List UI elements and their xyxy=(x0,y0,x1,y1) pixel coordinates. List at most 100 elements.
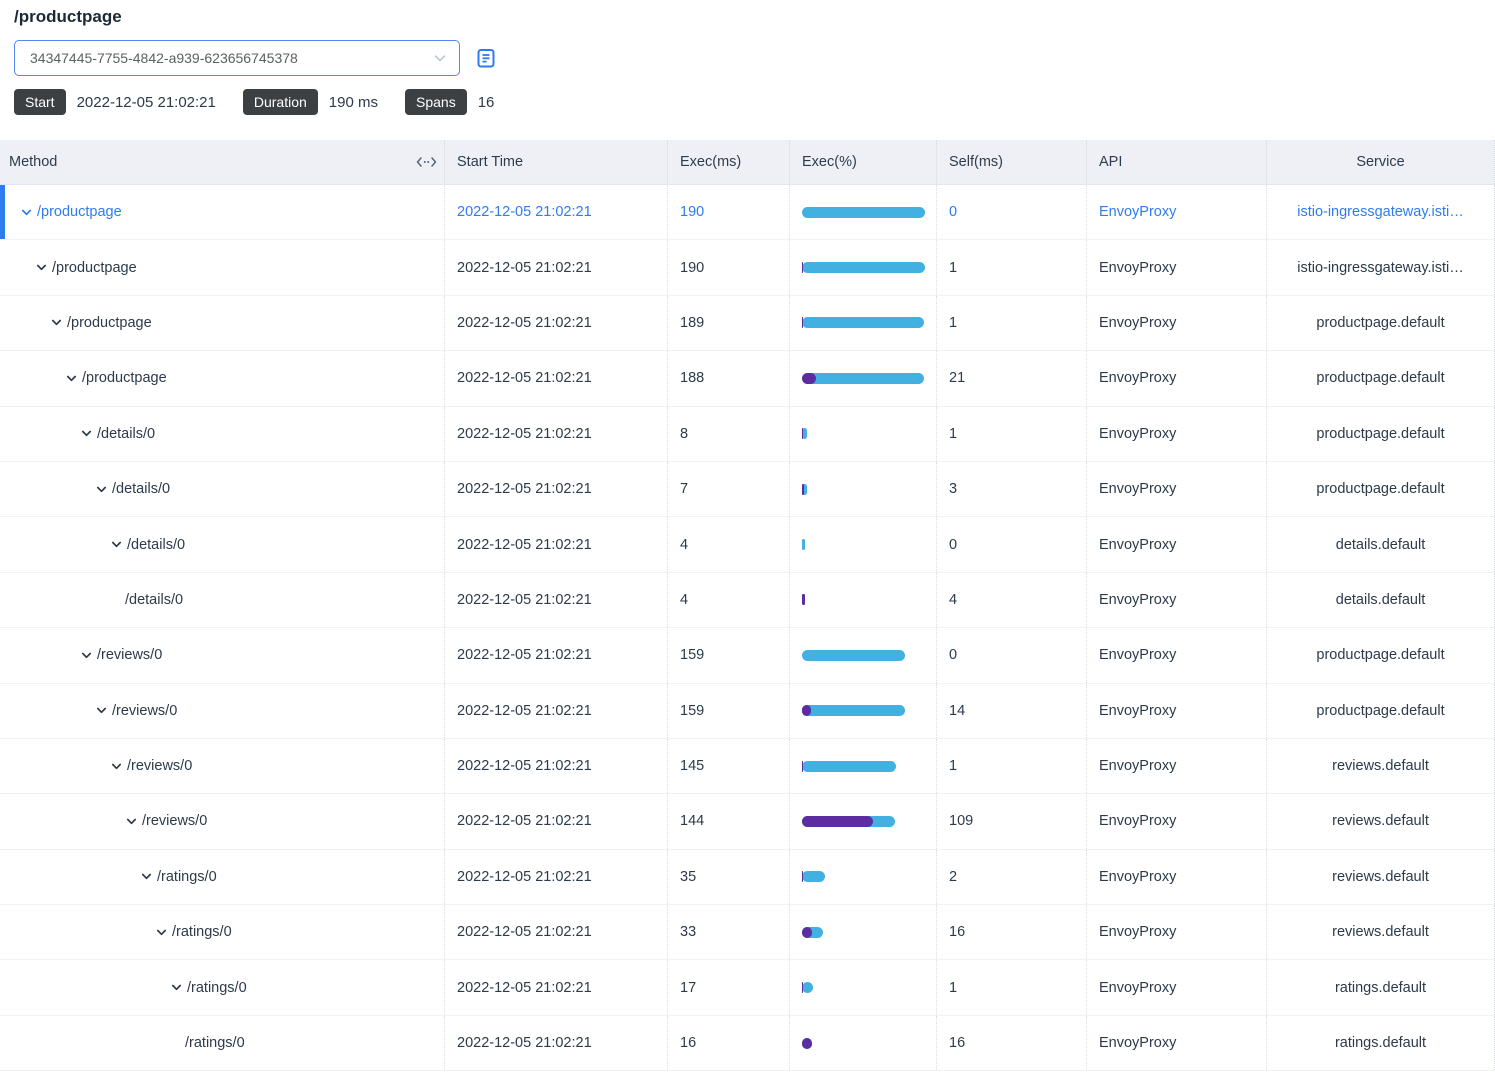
span-method-cell[interactable]: /productpage xyxy=(0,351,445,406)
expand-chevron-down-icon[interactable] xyxy=(65,372,78,385)
span-exec-pct-cell xyxy=(790,351,937,406)
exec-percent-bar xyxy=(802,206,925,218)
span-method-cell[interactable]: /productpage xyxy=(0,295,445,351)
table-row[interactable]: /productpage 2022-12-05 21:02:21 190 0 Envoy… xyxy=(0,185,1495,241)
span-self-ms: 2 xyxy=(937,849,1087,905)
span-self-ms: 0 xyxy=(937,628,1087,683)
span-method-label: /ratings/0 xyxy=(172,924,232,941)
table-row[interactable]: /reviews/0 2022-12-05 21:02:21 145 1 EnvoyPr… xyxy=(0,738,1495,795)
span-exec-pct-cell xyxy=(790,185,937,240)
expand-chevron-down-icon[interactable] xyxy=(110,760,123,773)
span-api: EnvoyProxy xyxy=(1087,849,1267,905)
span-exec-pct-cell xyxy=(790,683,937,738)
table-row[interactable]: /reviews/0 2022-12-05 21:02:21 159 14 EnvoyP… xyxy=(0,683,1495,739)
expand-chevron-down-icon[interactable] xyxy=(95,704,108,717)
self-time-bar-segment xyxy=(802,926,813,938)
span-method-cell[interactable]: /productpage xyxy=(0,185,445,240)
table-row[interactable]: /productpage 2022-12-05 21:02:21 190 1 Envoy… xyxy=(0,240,1495,296)
span-method-cell[interactable]: /reviews/0 xyxy=(0,794,445,849)
span-self-ms: 1 xyxy=(937,240,1087,295)
span-method-label: /reviews/0 xyxy=(97,647,163,664)
expand-chevron-down-icon[interactable] xyxy=(80,427,93,440)
table-row[interactable]: /productpage 2022-12-05 21:02:21 189 1 Envoy… xyxy=(0,295,1495,352)
trace-id-select[interactable]: 34347445-7755-4842-a939-623656745378 xyxy=(14,40,460,76)
expand-chevron-down-icon[interactable] xyxy=(20,206,33,219)
expand-chevron-down-icon[interactable] xyxy=(140,870,153,883)
span-tree-table: Method Start Time Exec(ms) Exec(%) Self(… xyxy=(0,140,1495,1072)
self-time-bar-segment xyxy=(802,483,804,495)
span-api: EnvoyProxy xyxy=(1087,794,1267,849)
span-method-cell[interactable]: /details/0 xyxy=(0,572,445,628)
span-api: EnvoyProxy xyxy=(1087,406,1267,461)
table-row[interactable]: /details/0 2022-12-05 21:02:21 8 1 EnvoyProx… xyxy=(0,406,1495,462)
span-api: EnvoyProxy xyxy=(1087,683,1267,738)
span-service: productpage.default xyxy=(1267,295,1495,351)
expand-chevron-down-icon[interactable] xyxy=(95,483,108,496)
span-start-time: 2022-12-05 21:02:21 xyxy=(445,849,668,905)
self-time-bar-segment xyxy=(802,428,803,440)
span-method-cell[interactable]: /reviews/0 xyxy=(0,628,445,683)
span-api: EnvoyProxy xyxy=(1087,960,1267,1015)
table-row[interactable]: /ratings/0 2022-12-05 21:02:21 16 16 EnvoyPr… xyxy=(0,1015,1495,1072)
exec-percent-bar xyxy=(802,428,925,440)
spans-badge: Spans xyxy=(405,89,467,115)
table-row[interactable]: /ratings/0 2022-12-05 21:02:21 17 1 EnvoyPro… xyxy=(0,960,1495,1016)
span-exec-ms: 145 xyxy=(668,738,790,794)
span-method-cell[interactable]: /details/0 xyxy=(0,517,445,572)
span-method-cell[interactable]: /ratings/0 xyxy=(0,905,445,960)
expand-chevron-down-icon[interactable] xyxy=(170,981,183,994)
span-method-cell[interactable]: /reviews/0 xyxy=(0,683,445,738)
exec-percent-bar xyxy=(802,539,925,551)
span-method-label: /ratings/0 xyxy=(187,979,247,996)
exec-percent-bar xyxy=(802,815,925,827)
span-service: productpage.default xyxy=(1267,351,1495,406)
span-method-cell[interactable]: /productpage xyxy=(0,240,445,295)
table-row[interactable]: /reviews/0 2022-12-05 21:02:21 144 109 Envoy… xyxy=(0,794,1495,850)
span-exec-pct-cell xyxy=(790,406,937,461)
expand-chevron-down-icon[interactable] xyxy=(155,926,168,939)
expand-chevron-down-icon[interactable] xyxy=(35,261,48,274)
table-row[interactable]: /reviews/0 2022-12-05 21:02:21 159 0 EnvoyPr… xyxy=(0,628,1495,684)
table-row[interactable]: /details/0 2022-12-05 21:02:21 7 3 EnvoyProx… xyxy=(0,461,1495,518)
copy-trace-id-button[interactable] xyxy=(473,45,499,71)
span-api: EnvoyProxy xyxy=(1087,461,1267,517)
trace-id-select-value: 34347445-7755-4842-a939-623656745378 xyxy=(30,50,298,66)
table-row[interactable]: /ratings/0 2022-12-05 21:02:21 33 16 EnvoyPr… xyxy=(0,905,1495,961)
span-method-cell[interactable]: /ratings/0 xyxy=(0,849,445,905)
expand-chevron-down-icon[interactable] xyxy=(80,649,93,662)
exec-bar-segment xyxy=(802,428,808,440)
expand-chevron-down-icon[interactable] xyxy=(125,815,138,828)
span-service: productpage.default xyxy=(1267,628,1495,683)
table-row[interactable]: /productpage 2022-12-05 21:02:21 188 21 Envo… xyxy=(0,351,1495,407)
span-method-cell[interactable]: /details/0 xyxy=(0,406,445,461)
span-service: details.default xyxy=(1267,517,1495,572)
table-row[interactable]: /ratings/0 2022-12-05 21:02:21 35 2 EnvoyPro… xyxy=(0,849,1495,906)
span-method-cell[interactable]: /details/0 xyxy=(0,461,445,517)
span-method-cell[interactable]: /ratings/0 xyxy=(0,1015,445,1071)
span-exec-ms: 190 xyxy=(668,240,790,295)
table-row[interactable]: /details/0 2022-12-05 21:02:21 4 0 EnvoyProx… xyxy=(0,517,1495,573)
exec-percent-bar xyxy=(802,760,925,772)
span-self-ms: 0 xyxy=(937,185,1087,240)
span-start-time: 2022-12-05 21:02:21 xyxy=(445,240,668,295)
span-exec-ms: 159 xyxy=(668,683,790,738)
duration-badge: Duration xyxy=(242,89,318,115)
table-row[interactable]: /details/0 2022-12-05 21:02:21 4 4 EnvoyProx… xyxy=(0,572,1495,629)
expand-chevron-down-icon[interactable] xyxy=(110,538,123,551)
self-time-bar-segment xyxy=(802,705,812,717)
span-method-label: /reviews/0 xyxy=(142,813,208,830)
exec-percent-bar xyxy=(802,705,925,717)
span-method-cell[interactable]: /reviews/0 xyxy=(0,738,445,794)
span-method-label: /reviews/0 xyxy=(127,758,193,775)
expand-chevron-down-icon[interactable] xyxy=(50,316,63,329)
self-time-bar-segment xyxy=(802,1037,813,1049)
span-start-time: 2022-12-05 21:02:21 xyxy=(445,794,668,849)
duration-value: 190 ms xyxy=(328,93,378,111)
span-exec-pct-cell xyxy=(790,1015,937,1071)
table-body: /productpage 2022-12-05 21:02:21 190 0 Envoy… xyxy=(0,185,1495,1072)
column-resize-handle-icon[interactable] xyxy=(416,157,437,168)
self-time-bar-segment xyxy=(802,262,803,274)
span-start-time: 2022-12-05 21:02:21 xyxy=(445,185,668,240)
span-method-cell[interactable]: /ratings/0 xyxy=(0,960,445,1015)
column-header-start-time: Start Time xyxy=(445,140,668,184)
